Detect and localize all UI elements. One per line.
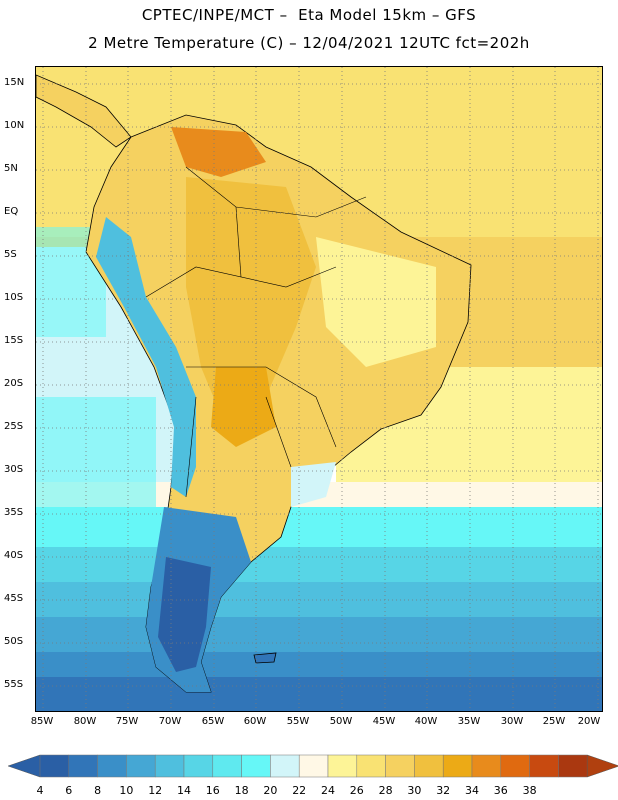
- colorbar-cell: [68, 754, 98, 778]
- colorbar-cell: [126, 754, 156, 778]
- colorbar-cell: [558, 754, 588, 778]
- lon-label: 65W: [201, 716, 225, 727]
- band-cyan-2: [36, 547, 602, 587]
- falkland-islands: [253, 652, 277, 664]
- colorbar-low-arrow: [7, 754, 41, 778]
- lat-label: 10S: [4, 292, 24, 303]
- andes-cool-strip: [96, 217, 196, 497]
- band-pacific-south-cyan: [36, 397, 156, 507]
- colorbar-label: 8: [94, 784, 102, 797]
- lat-label: 5S: [4, 249, 17, 260]
- lon-label: 45W: [372, 716, 396, 727]
- lon-label: 75W: [115, 716, 139, 727]
- colorbar-label: 32: [436, 784, 451, 797]
- colorbar-label: 28: [378, 784, 393, 797]
- lat-label: 45S: [4, 593, 24, 604]
- temperature-map: [36, 67, 602, 711]
- country-borders: [145, 166, 367, 498]
- colorbar-cell: [97, 754, 127, 778]
- lon-label: 55W: [286, 716, 310, 727]
- map-panel: [35, 66, 603, 712]
- colorbar-label: 34: [465, 784, 479, 797]
- colorbar-label: 38: [522, 784, 537, 797]
- lat-label: 20S: [4, 378, 24, 389]
- colorbar-cell: [471, 754, 502, 778]
- colorbar-label: 18: [234, 784, 249, 797]
- warm-region-east: [316, 237, 436, 367]
- colorbar-label: 22: [292, 784, 307, 797]
- lon-label: 35W: [457, 716, 481, 727]
- lat-label: 35S: [4, 507, 24, 518]
- colorbar-cell: [356, 754, 386, 778]
- uruguay-cool: [291, 462, 336, 507]
- chart-title-line-2: 2 Metre Temperature (C) – 12/04/2021 12U…: [88, 34, 530, 52]
- lat-label: EQ: [4, 206, 19, 217]
- colorbar-cell: [154, 754, 185, 778]
- band-blue-1: [36, 617, 602, 657]
- colorbar-high-arrow: [586, 754, 618, 778]
- graticule: [36, 67, 602, 711]
- colorbar-label: 24: [321, 784, 335, 797]
- lat-label: 30S: [4, 464, 24, 475]
- hot-region-interior: [186, 177, 316, 427]
- colorbar-label: 20: [263, 784, 278, 797]
- lon-label: 20W: [577, 716, 601, 727]
- chart-title-line-1: CPTEC/INPE/MCT – Eta Model 15km – GFS: [141, 6, 477, 24]
- hot-region-chaco: [211, 367, 276, 447]
- lon-label: 30W: [500, 716, 524, 727]
- colorbar-label: 30: [407, 784, 422, 797]
- colorbar-cell: [183, 754, 214, 778]
- lat-label: 40S: [4, 550, 24, 561]
- lon-label: 70W: [158, 716, 182, 727]
- colorbar-cell: [327, 754, 358, 778]
- colorbar-cell: [500, 754, 530, 778]
- lon-label: 60W: [243, 716, 267, 727]
- band-cyan-1: [36, 507, 602, 552]
- hot-region-north: [171, 127, 266, 177]
- lon-label: 50W: [329, 716, 353, 727]
- lat-label: 15S: [4, 335, 24, 346]
- colorbar-cell: [241, 754, 271, 778]
- colorbar-cell: [414, 754, 444, 778]
- band-cyan-3: [36, 582, 602, 622]
- colorbar-label: 36: [493, 784, 508, 797]
- colorbar-label: 14: [177, 784, 191, 797]
- lon-label: 40W: [414, 716, 438, 727]
- lat-label: 55S: [4, 679, 24, 690]
- lat-label: 10N: [4, 120, 25, 131]
- lat-label: 25S: [4, 421, 24, 432]
- lat-label: 5N: [4, 163, 18, 174]
- lon-label: 85W: [30, 716, 54, 727]
- colorbar-cell: [442, 754, 473, 778]
- colorbar-cell: [212, 754, 242, 778]
- lon-label: 25W: [542, 716, 566, 727]
- central-america: [36, 74, 132, 148]
- lon-label: 80W: [73, 716, 97, 727]
- colorbar-cell: [298, 754, 329, 778]
- lat-label: 50S: [4, 636, 24, 647]
- colorbar-label: 4: [36, 784, 44, 797]
- lat-label: 15N: [4, 77, 25, 88]
- colorbar-cell: [39, 754, 70, 778]
- colorbar-label: 12: [148, 784, 163, 797]
- colorbar-cell: [270, 754, 300, 778]
- colorbar-label: 16: [205, 784, 220, 797]
- colorbar-cell: [385, 754, 415, 778]
- colorbar-cell: [529, 754, 559, 778]
- band-blue-3: [36, 677, 602, 711]
- color-legend: [7, 754, 618, 778]
- colorbar-label: 6: [65, 784, 73, 797]
- colorbar-label: 10: [119, 784, 134, 797]
- colorbar-label: 26: [349, 784, 364, 797]
